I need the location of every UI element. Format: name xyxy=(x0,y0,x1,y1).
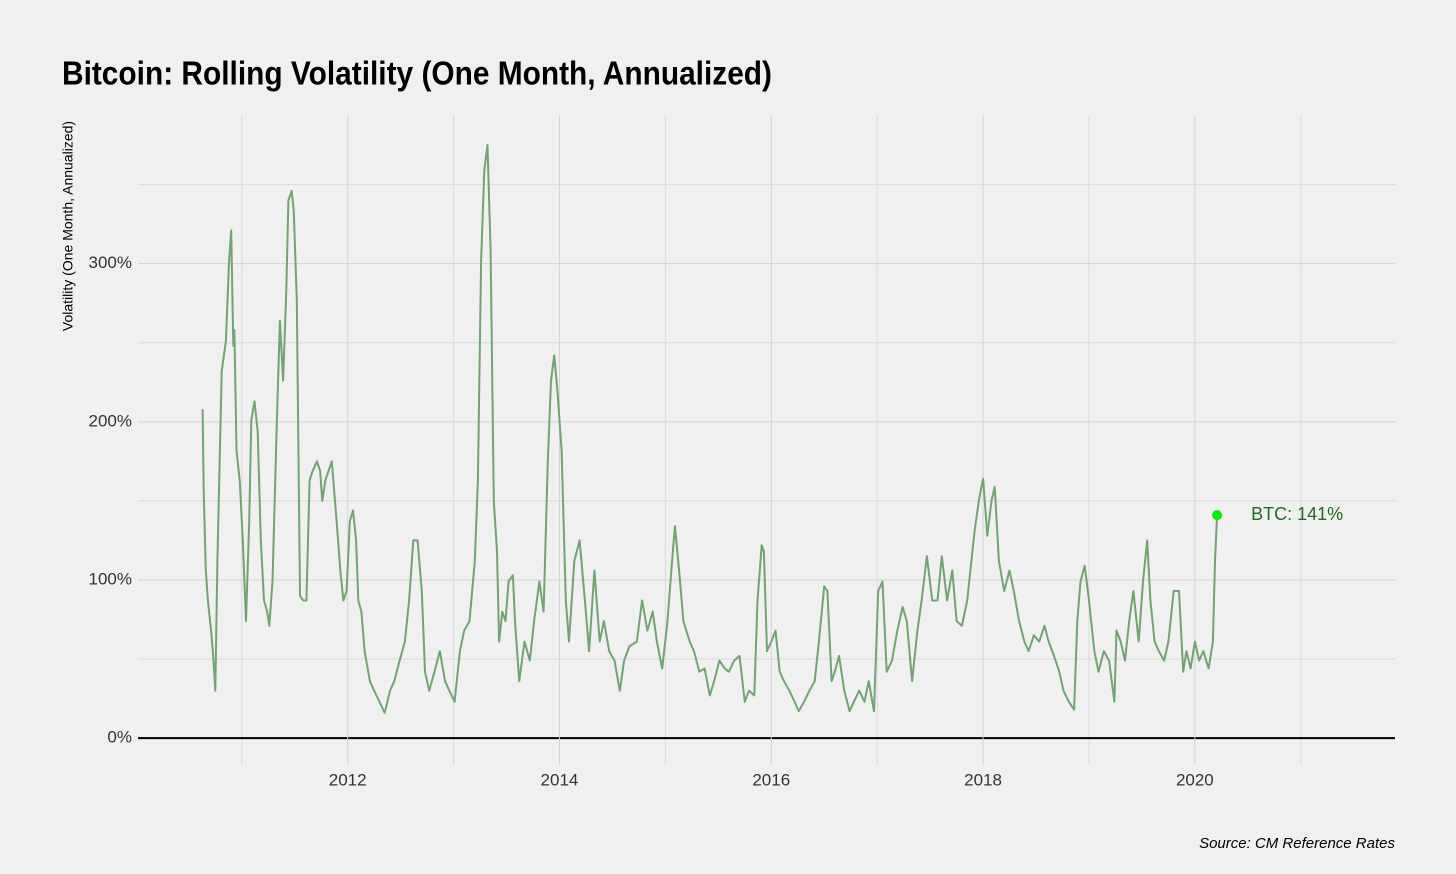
y-tick-label: 0% xyxy=(107,728,132,747)
y-axis-label: Volatility (One Month, Annualized) xyxy=(60,121,76,331)
x-tick-label: 2016 xyxy=(752,770,790,789)
volatility-line xyxy=(201,144,1219,714)
y-tick-label: 100% xyxy=(89,569,132,588)
y-tick-label: 200% xyxy=(89,411,132,430)
annotation-point xyxy=(1212,510,1223,521)
source-note: Source: CM Reference Rates xyxy=(1199,835,1395,852)
annotation-label: BTC: 141% xyxy=(1251,504,1343,524)
x-tick-label: 2020 xyxy=(1176,770,1214,789)
x-tick-label: 2012 xyxy=(329,770,367,789)
y-tick-label: 300% xyxy=(89,253,132,272)
x-tick-label: 2014 xyxy=(541,770,579,789)
x-tick-label: 2018 xyxy=(964,770,1002,789)
chart-title: Bitcoin: Rolling Volatility (One Month, … xyxy=(62,55,772,92)
